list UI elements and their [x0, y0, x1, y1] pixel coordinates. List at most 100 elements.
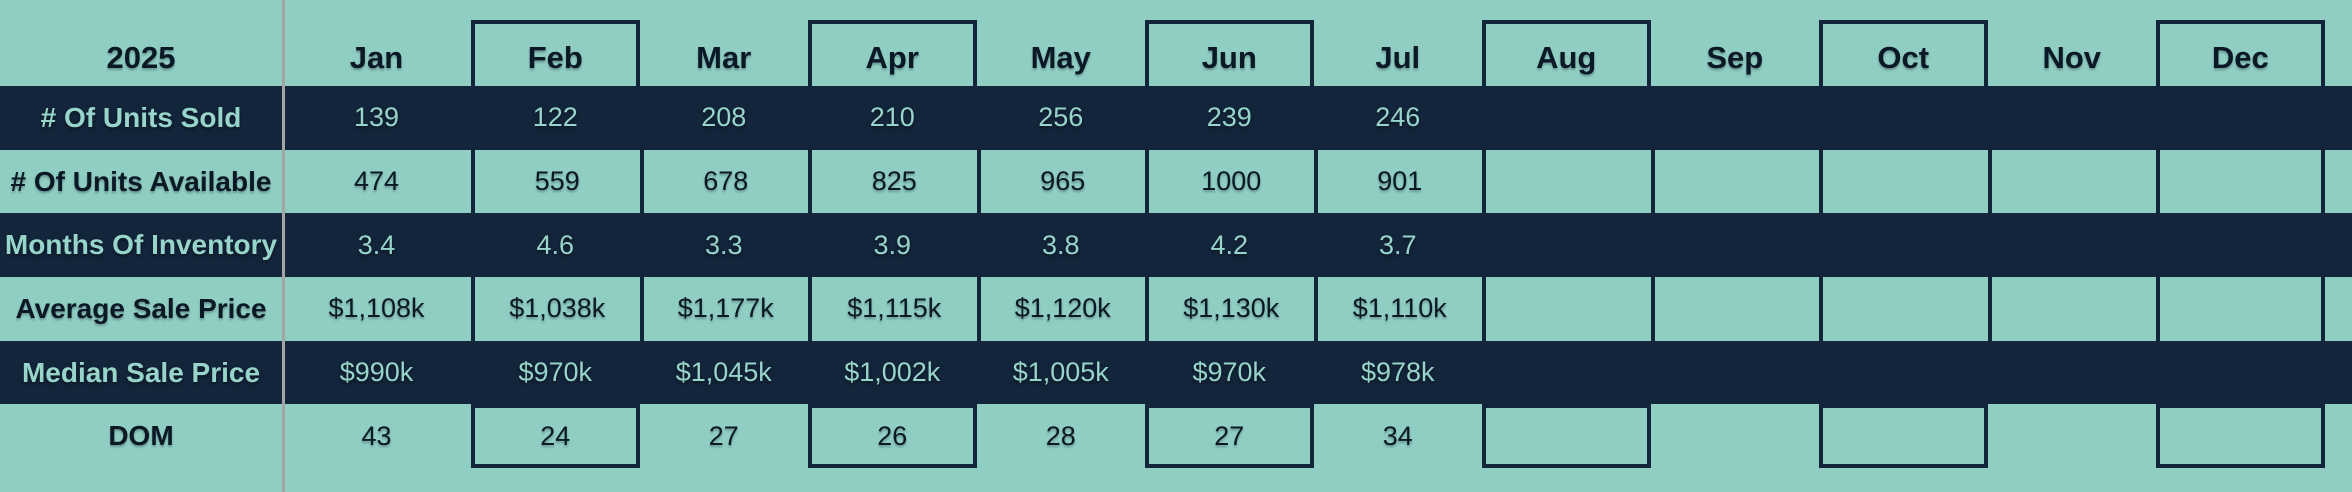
cell-months-of-inventory-may: 3.8 — [976, 213, 1145, 278]
cell-months-of-inventory-apr: 3.9 — [808, 213, 977, 278]
cell-dom-may: 28 — [976, 404, 1145, 469]
month-header-sep: Sep — [1650, 0, 1819, 86]
cell-of-units-available-dec — [2156, 149, 2325, 214]
cell-average-sale-price-jun: $1,130k — [1145, 277, 1314, 341]
cell-dom-aug — [1482, 404, 1651, 469]
month-header-may: May — [976, 0, 1145, 86]
cell-average-sale-price-may: $1,120k — [976, 277, 1145, 341]
cell-median-sale-price-oct — [1819, 340, 1988, 405]
cell-of-units-available-oct — [1819, 149, 1988, 214]
cell-months-of-inventory-oct — [1819, 213, 1988, 278]
cell-of-units-available-jun: 1000 — [1145, 149, 1314, 214]
month-header-aug: Aug — [1482, 0, 1651, 86]
month-header-dec: Dec — [2156, 0, 2325, 86]
year-cell: 2025 — [0, 0, 282, 86]
cell-of-units-available-nov — [1987, 149, 2156, 214]
cell-months-of-inventory-dec — [2156, 213, 2325, 278]
cell-median-sale-price-jan: $990k — [282, 340, 471, 405]
cell-dom-sep — [1650, 404, 1819, 469]
cell-of-units-sold-oct — [1819, 86, 1988, 150]
cell-of-units-available-may: 965 — [976, 149, 1145, 214]
cell-dom-oct — [1819, 404, 1988, 469]
cell-dom-mar: 27 — [639, 404, 808, 469]
cell-of-units-available-jan: 474 — [282, 149, 471, 214]
cell-median-sale-price-feb: $970k — [471, 340, 640, 405]
row-label-median-sale-price: Median Sale Price — [0, 340, 282, 405]
cell-of-units-sold-sep — [1650, 86, 1819, 150]
cell-of-units-sold-mar: 208 — [639, 86, 808, 150]
row-label-of-units-sold: # Of Units Sold — [0, 86, 282, 150]
cell-of-units-sold-feb: 122 — [471, 86, 640, 150]
cell-average-sale-price-jan: $1,108k — [282, 277, 471, 341]
cell-months-of-inventory-jul: 3.7 — [1313, 213, 1482, 278]
month-header-nov: Nov — [1987, 0, 2156, 86]
cell-of-units-available-apr: 825 — [808, 149, 977, 214]
header-filler — [2324, 0, 2352, 86]
cell-dom-feb: 24 — [471, 404, 640, 469]
cell-of-units-available-feb: 559 — [471, 149, 640, 214]
cell-median-sale-price-sep — [1650, 340, 1819, 405]
month-header-oct: Oct — [1819, 0, 1988, 86]
cell-of-units-available-sep — [1650, 149, 1819, 214]
row-label-of-units-available: # Of Units Available — [0, 149, 282, 214]
cell-of-units-sold-nov — [1987, 86, 2156, 150]
cell-dom-jul: 34 — [1313, 404, 1482, 469]
cell-dom-jan: 43 — [282, 404, 471, 469]
cell-median-sale-price-nov — [1987, 340, 2156, 405]
month-header-feb: Feb — [471, 0, 640, 86]
row-filler — [2324, 277, 2352, 341]
cell-of-units-sold-jul: 246 — [1313, 86, 1482, 150]
cell-average-sale-price-aug — [1482, 277, 1651, 341]
cell-median-sale-price-may: $1,005k — [976, 340, 1145, 405]
month-header-jun: Jun — [1145, 0, 1314, 86]
cell-dom-dec — [2156, 404, 2325, 469]
cell-median-sale-price-jun: $970k — [1145, 340, 1314, 405]
cell-dom-apr: 26 — [808, 404, 977, 469]
cell-of-units-sold-may: 256 — [976, 86, 1145, 150]
cell-dom-nov — [1987, 404, 2156, 469]
cell-of-units-sold-jan: 139 — [282, 86, 471, 150]
row-label-average-sale-price: Average Sale Price — [0, 277, 282, 341]
month-header-jul: Jul — [1313, 0, 1482, 86]
cell-average-sale-price-sep — [1650, 277, 1819, 341]
cell-of-units-sold-apr: 210 — [808, 86, 977, 150]
cell-months-of-inventory-mar: 3.3 — [639, 213, 808, 278]
month-header-mar: Mar — [639, 0, 808, 86]
cell-median-sale-price-apr: $1,002k — [808, 340, 977, 405]
cell-of-units-available-mar: 678 — [639, 149, 808, 214]
cell-months-of-inventory-nov — [1987, 213, 2156, 278]
row-filler — [2324, 340, 2352, 405]
cell-of-units-sold-jun: 239 — [1145, 86, 1314, 150]
cell-average-sale-price-apr: $1,115k — [808, 277, 977, 341]
cell-median-sale-price-aug — [1482, 340, 1651, 405]
cell-median-sale-price-mar: $1,045k — [639, 340, 808, 405]
row-filler — [2324, 149, 2352, 214]
row-filler — [2324, 86, 2352, 150]
cell-of-units-available-aug — [1482, 149, 1651, 214]
cell-of-units-sold-dec — [2156, 86, 2325, 150]
cell-average-sale-price-oct — [1819, 277, 1988, 341]
stats-grid: 2025 Jan Feb Mar Apr May Jun Jul Aug Sep Oct Nov Dec… — [0, 0, 2352, 469]
cell-months-of-inventory-jun: 4.2 — [1145, 213, 1314, 278]
column-divider — [282, 0, 285, 492]
month-header-jan: Jan — [282, 0, 471, 86]
cell-average-sale-price-dec — [2156, 277, 2325, 341]
row-label-months-of-inventory: Months Of Inventory — [0, 213, 282, 278]
cell-months-of-inventory-sep — [1650, 213, 1819, 278]
cell-average-sale-price-mar: $1,177k — [639, 277, 808, 341]
cell-average-sale-price-nov — [1987, 277, 2156, 341]
cell-median-sale-price-dec — [2156, 340, 2325, 405]
cell-average-sale-price-jul: $1,110k — [1313, 277, 1482, 341]
row-filler — [2324, 213, 2352, 278]
cell-of-units-available-jul: 901 — [1313, 149, 1482, 214]
cell-average-sale-price-feb: $1,038k — [471, 277, 640, 341]
row-filler — [2324, 404, 2352, 469]
cell-of-units-sold-aug — [1482, 86, 1651, 150]
cell-dom-jun: 27 — [1145, 404, 1314, 469]
cell-median-sale-price-jul: $978k — [1313, 340, 1482, 405]
month-header-apr: Apr — [808, 0, 977, 86]
cell-months-of-inventory-jan: 3.4 — [282, 213, 471, 278]
cell-months-of-inventory-feb: 4.6 — [471, 213, 640, 278]
cell-months-of-inventory-aug — [1482, 213, 1651, 278]
